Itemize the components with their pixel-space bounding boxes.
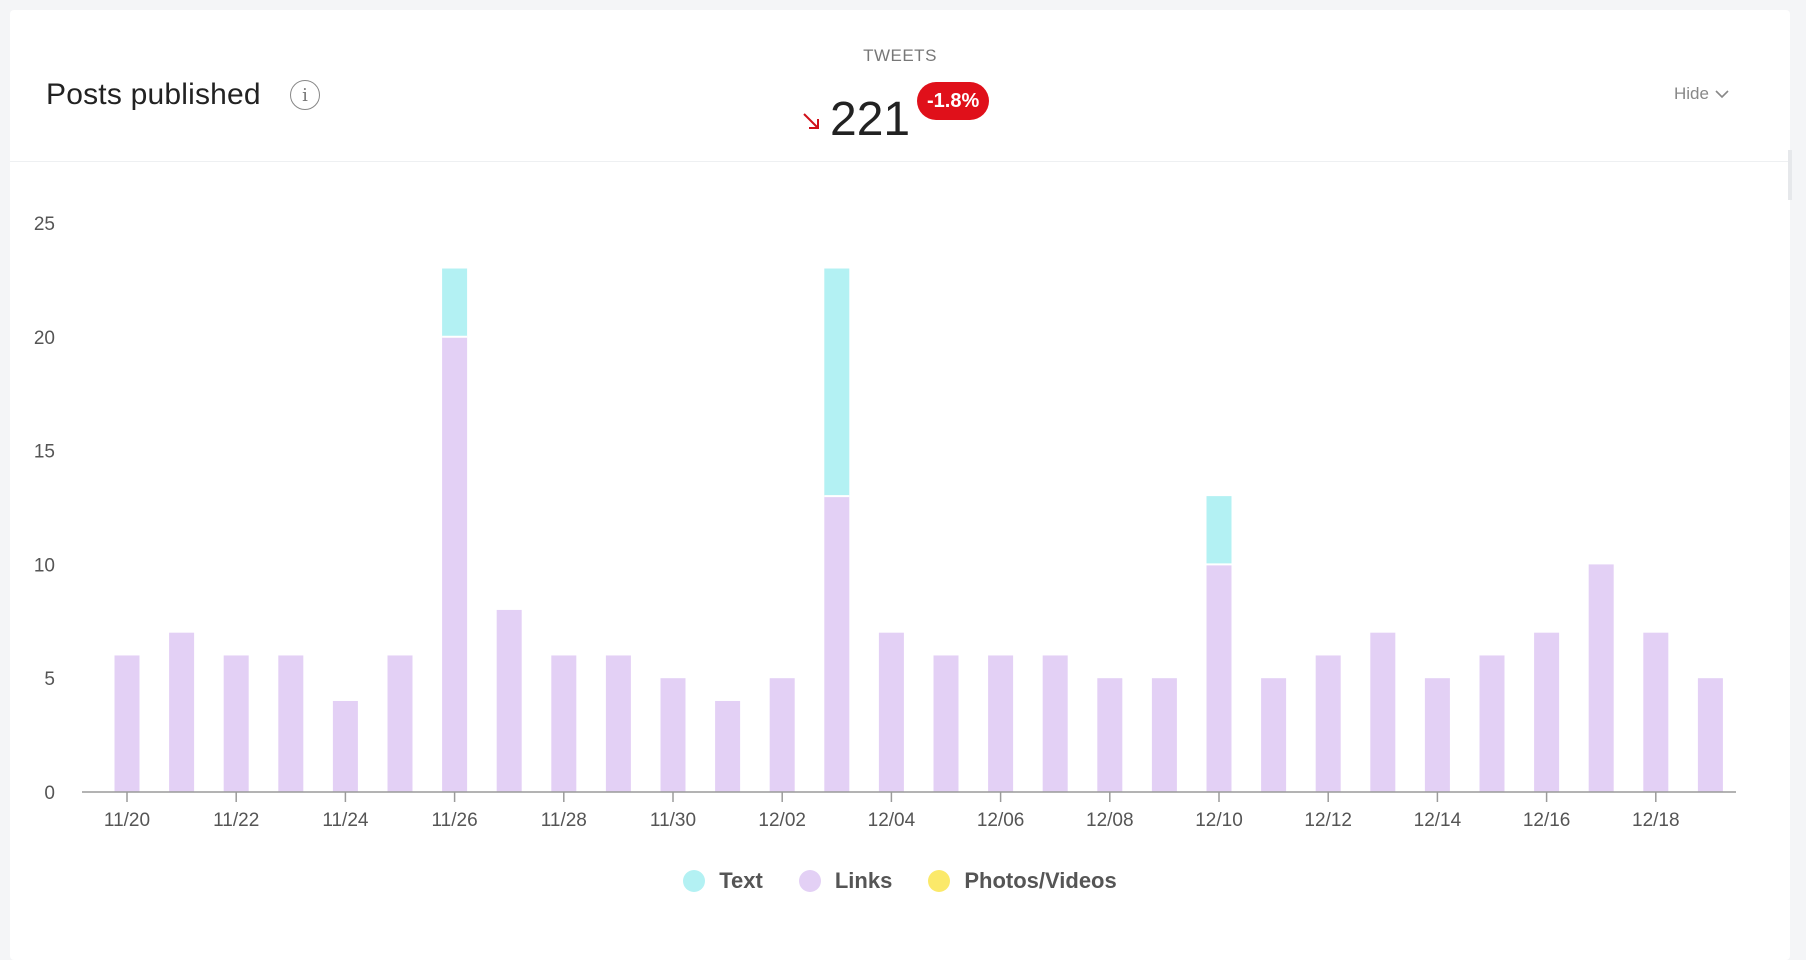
hide-label: Hide (1674, 84, 1709, 103)
bar-links-12-15 (1479, 655, 1505, 792)
bar-links-11-26 (442, 336, 468, 792)
bar-links-11-21 (169, 632, 195, 792)
bar-links-11-22 (223, 655, 249, 792)
bar-links-11-27 (496, 609, 522, 792)
x-tick-label: 12/10 (1195, 810, 1243, 831)
bar-links-12-01 (715, 700, 741, 792)
y-tick-label: 15 (34, 442, 55, 463)
bar-links-12-03 (824, 496, 850, 792)
legend-label: Links (834, 868, 893, 893)
legend-item-links[interactable]: Links (798, 868, 893, 894)
legend-label: Text (719, 868, 763, 893)
x-tick-label: 12/02 (758, 810, 806, 831)
bar-text-11-26 (442, 268, 468, 337)
bar-links-11-20 (114, 655, 140, 792)
x-tick-label: 11/20 (104, 810, 150, 831)
legend-label: Photos/Videos (964, 868, 1117, 893)
bar-links-11-25 (387, 655, 413, 792)
bar-links-11-23 (278, 655, 304, 792)
card-title: Posts published (46, 78, 261, 111)
hide-toggle-button[interactable]: Hide (1674, 84, 1729, 104)
legend-swatch (798, 870, 821, 892)
legend-item-text[interactable]: Text (683, 868, 763, 894)
posts-published-card: Posts published i TWEETS 221 -1.8% Hide … (10, 10, 1790, 960)
x-tick-label: 12/12 (1304, 810, 1352, 831)
y-tick-label: 5 (44, 669, 55, 690)
bar-links-12-12 (1315, 655, 1341, 792)
x-tick-label: 12/08 (1086, 810, 1134, 831)
x-tick-label: 11/22 (213, 810, 259, 831)
bar-text-12-03 (824, 268, 850, 497)
x-tick-label: 12/16 (1523, 810, 1571, 831)
bar-links-11-28 (551, 655, 577, 792)
y-tick-label: 20 (34, 328, 55, 349)
metric-value: 221 (830, 93, 911, 146)
bar-links-12-04 (878, 632, 904, 792)
x-tick-label: 12/14 (1414, 810, 1462, 831)
bar-links-12-06 (988, 655, 1014, 792)
bar-links-12-13 (1370, 632, 1396, 792)
bar-links-12-08 (1097, 678, 1123, 792)
bar-links-11-29 (605, 655, 631, 792)
bar-links-12-14 (1424, 678, 1450, 792)
bar-links-12-10 (1206, 564, 1232, 792)
metric-label: TWEETS (863, 46, 937, 65)
x-tick-label: 12/04 (868, 810, 916, 831)
bar-text-12-10 (1206, 496, 1232, 565)
bar-links-12-17 (1588, 564, 1614, 792)
chevron-down-icon (1715, 90, 1729, 99)
scrollbar[interactable] (1788, 150, 1792, 200)
bar-links-11-24 (332, 700, 358, 792)
bar-links-12-19 (1697, 678, 1723, 792)
x-tick-label: 11/28 (541, 810, 587, 831)
y-tick-label: 0 (44, 783, 55, 804)
bar-links-12-18 (1643, 632, 1669, 792)
legend-swatch (928, 870, 951, 892)
x-tick-label: 11/24 (322, 810, 369, 831)
legend-swatch (683, 870, 706, 892)
x-tick-label: 11/30 (650, 810, 696, 831)
card-header: Posts published i TWEETS 221 -1.8% Hide (10, 10, 1790, 162)
legend-item-photos-videos[interactable]: Photos/Videos (928, 868, 1117, 894)
bar-chart: 0 5 10 15 20 25 11/20 11/22 11/24 11/26 11/28 11/30… (34, 214, 1736, 831)
x-tick-label: 12/18 (1632, 810, 1680, 831)
x-tick-label: 12/06 (977, 810, 1025, 831)
chart-legend: Text Links Photos/Videos (10, 868, 1790, 894)
bar-links-12-16 (1534, 632, 1560, 792)
bar-links-12-11 (1261, 678, 1287, 792)
x-tick-label: 11/26 (432, 810, 478, 831)
y-tick-label: 10 (34, 555, 55, 576)
change-badge: -1.8% (917, 82, 990, 120)
bar-links-12-02 (769, 678, 795, 792)
y-tick-label: 25 (34, 214, 55, 235)
bar-links-11-30 (660, 678, 686, 792)
info-icon[interactable]: i (290, 80, 320, 110)
bar-links-12-09 (1151, 678, 1177, 792)
bar-links-12-07 (1042, 655, 1068, 792)
bar-links-12-05 (933, 655, 959, 792)
arrow-down-right-icon (803, 113, 819, 129)
